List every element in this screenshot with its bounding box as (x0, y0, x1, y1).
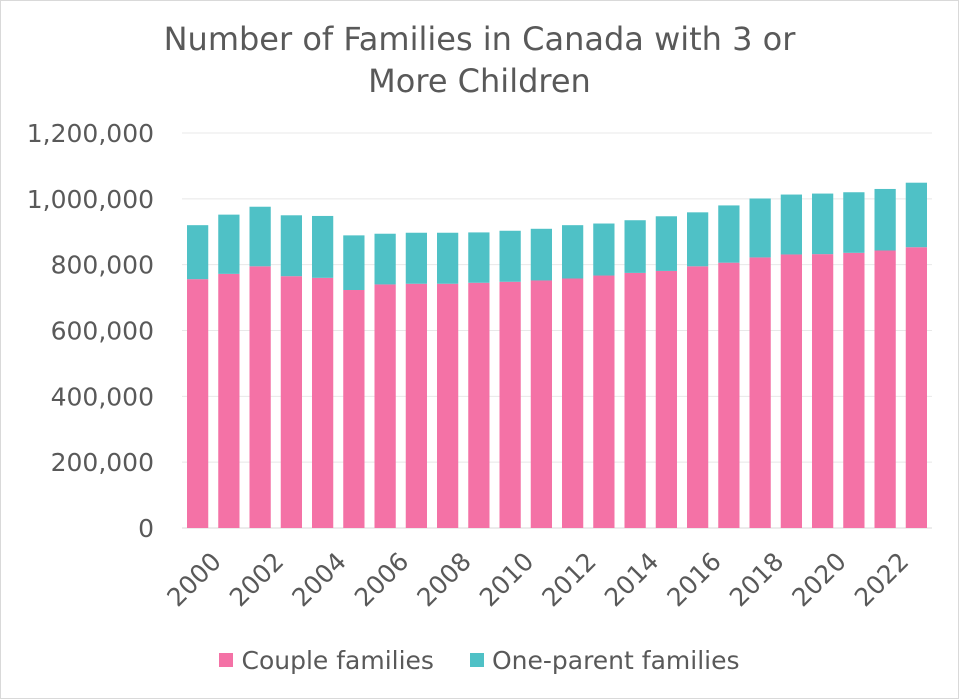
x-tick-label: 2020 (786, 547, 851, 612)
bar-one-parent-2013 (593, 223, 615, 276)
bar-couple-2014 (624, 272, 646, 528)
legend-label-couple: Couple families (241, 645, 434, 675)
bar-couple-2017 (718, 262, 740, 528)
x-tick-label: 2008 (411, 547, 476, 612)
bar-couple-2015 (655, 270, 677, 528)
bar-one-parent-2020 (812, 193, 834, 255)
bar-one-parent-2001 (218, 214, 240, 274)
y-tick-label: 200,000 (51, 448, 154, 477)
bar-one-parent-2019 (780, 194, 802, 255)
bar-couple-2020 (812, 254, 834, 528)
bar-couple-2007 (405, 283, 427, 528)
bar-couple-2018 (749, 257, 771, 528)
bar-couple-2008 (437, 283, 459, 528)
bar-one-parent-2000 (187, 225, 209, 280)
x-tick-label: 2018 (724, 547, 789, 612)
bar-one-parent-2022 (874, 188, 896, 251)
bar-one-parent-2010 (499, 230, 521, 282)
x-tick-label: 2006 (349, 547, 414, 612)
bar-couple-2004 (312, 277, 334, 528)
bar-couple-2013 (593, 275, 615, 528)
bar-one-parent-2006 (374, 233, 396, 285)
x-tick-label: 2012 (536, 547, 601, 612)
x-tick-label: 2000 (161, 547, 226, 612)
x-tick-label: 2004 (286, 547, 351, 612)
bar-couple-2016 (687, 266, 709, 528)
bar-couple-2006 (374, 284, 396, 528)
legend-swatch-one-parent (469, 653, 484, 667)
bar-one-parent-2007 (405, 232, 427, 284)
bar-couple-2019 (780, 254, 802, 528)
y-tick-label: 1,200,000 (27, 119, 154, 148)
bar-one-parent-2004 (312, 215, 334, 278)
bars (187, 182, 927, 528)
y-tick-label: 400,000 (51, 382, 154, 411)
bar-couple-2021 (843, 252, 865, 528)
bar-one-parent-2005 (343, 235, 365, 291)
y-tick-label: 0 (138, 514, 154, 543)
chart-title-line-2: More Children (368, 62, 591, 100)
bar-one-parent-2021 (843, 192, 865, 253)
x-tick-label: 2002 (224, 547, 289, 612)
bar-one-parent-2015 (655, 216, 677, 271)
x-tick-label: 2016 (661, 547, 726, 612)
y-tick-label: 600,000 (51, 317, 154, 346)
bar-one-parent-2016 (687, 212, 709, 267)
x-tick-label: 2022 (849, 547, 914, 612)
bar-couple-2022 (874, 250, 896, 528)
x-tick-label: 2014 (599, 547, 664, 612)
x-tick-label: 2010 (474, 547, 539, 612)
bar-one-parent-2014 (624, 220, 646, 273)
bar-one-parent-2008 (437, 232, 459, 284)
bar-couple-2012 (562, 278, 584, 528)
y-tick-label: 1,000,000 (27, 185, 154, 214)
chart-title: Number of Families in Canada with 3 or M… (0, 18, 959, 102)
bar-one-parent-2003 (280, 215, 302, 277)
bar-couple-2023 (905, 247, 927, 528)
chart-title-line-1: Number of Families in Canada with 3 or (163, 20, 796, 58)
bar-one-parent-2011 (530, 228, 552, 281)
bar-couple-2011 (530, 280, 552, 528)
legend-label-one-parent: One-parent families (491, 645, 740, 675)
legend-item-couple: Couple families (219, 645, 434, 675)
y-axis-tick-labels: 0 200,000 400,000 600,000 800,000 1,000,000 1,… (27, 119, 154, 543)
x-axis-tick-labels: 2000200220042006200820102012201420162018… (161, 547, 914, 612)
bar-one-parent-2002 (249, 206, 271, 267)
gridlines (182, 132, 932, 529)
legend: Couple families One-parent families (0, 642, 959, 678)
bar-couple-2005 (343, 290, 365, 528)
bar-couple-2003 (280, 276, 302, 528)
legend-swatch-couple (219, 653, 234, 667)
bar-one-parent-2018 (749, 198, 771, 258)
bar-one-parent-2009 (468, 232, 490, 283)
bar-one-parent-2012 (562, 225, 584, 279)
bar-one-parent-2023 (905, 182, 927, 248)
legend-item-one-parent: One-parent families (469, 645, 740, 675)
bar-couple-2001 (218, 273, 240, 528)
bar-couple-2002 (249, 266, 271, 528)
y-tick-label: 800,000 (51, 251, 154, 280)
bar-couple-2009 (468, 282, 490, 528)
bar-couple-2010 (499, 281, 521, 528)
bar-one-parent-2017 (718, 205, 740, 263)
bar-couple-2000 (187, 279, 209, 528)
